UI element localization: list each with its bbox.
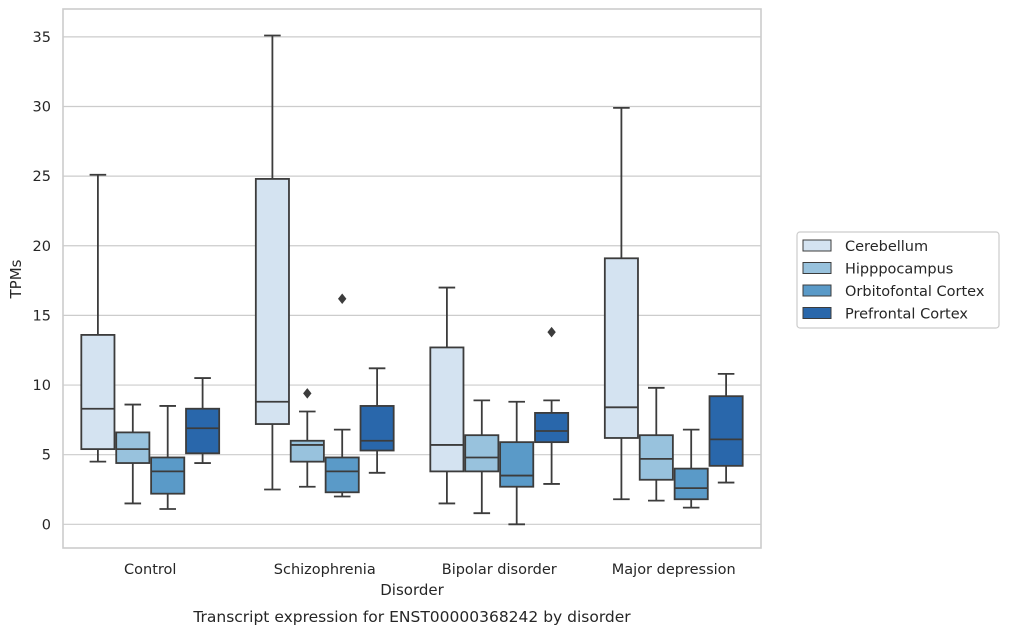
box-0-2 (150, 405, 186, 510)
legend: Cerebellum Hipppocampus Orbitofontal Corte… (796, 231, 1000, 329)
x-tick-label-2: Bipolar disorder (442, 562, 557, 578)
box-0-1 (115, 403, 151, 505)
grid-lines (63, 36, 761, 525)
legend-box (796, 231, 1000, 329)
y-tick-label-5: 5 (42, 448, 51, 464)
legend-item-2: Orbitofontal Cortex (802, 284, 985, 300)
y-tick-label-15: 15 (33, 308, 51, 324)
x-tick-label-1: Schizophrenia (274, 562, 376, 578)
boxes (80, 34, 744, 526)
box-2-3 (534, 326, 570, 485)
box-3-0 (603, 106, 639, 501)
box-body (80, 334, 116, 451)
box-body (289, 439, 325, 463)
box-body (359, 405, 395, 452)
legend-swatch (802, 239, 832, 252)
y-axis: 0 5 10 15 20 25 30 35 (33, 30, 51, 533)
x-tick-label-0: Control (124, 562, 176, 578)
legend-swatch (802, 262, 832, 274)
legend-label: Cerebellum (845, 239, 928, 255)
box-body (115, 431, 151, 464)
y-tick-label-0: 0 (42, 517, 51, 533)
legend-item-1: Hipppocampus (802, 262, 953, 278)
box-3-3 (708, 373, 744, 484)
outlier-0 (303, 388, 312, 399)
x-axis-label: Disorder (380, 581, 444, 599)
legend-label: Orbitofontal Cortex (845, 284, 985, 300)
box-2-2 (499, 400, 535, 526)
box-1-3 (359, 367, 395, 474)
box-body (429, 346, 465, 473)
legend-label: Hipppocampus (845, 262, 953, 278)
box-body (534, 412, 570, 444)
box-body (150, 456, 186, 495)
y-tick-label-35: 35 (33, 30, 51, 46)
outlier-0 (338, 293, 347, 304)
y-axis-label: TPMs (7, 259, 25, 299)
legend-item-0: Cerebellum (802, 239, 928, 255)
legend-swatch (802, 284, 832, 297)
box-1-2 (324, 293, 360, 498)
box-0-3 (185, 377, 221, 464)
y-tick-label-30: 30 (33, 99, 51, 115)
box-body (254, 178, 290, 425)
plot-frame (62, 8, 762, 549)
box-body (603, 257, 639, 439)
box-2-0 (429, 286, 465, 505)
legend-item-3: Prefrontal Cortex (802, 307, 968, 323)
chart-caption: Transcript expression for ENST0000036824… (192, 608, 631, 626)
legend-swatch (802, 307, 832, 319)
box-0-0 (80, 173, 116, 463)
box-body (324, 456, 360, 494)
box-body (499, 441, 535, 488)
box-2-1 (464, 399, 500, 515)
y-tick-label-10: 10 (33, 378, 51, 394)
box-body (638, 434, 674, 481)
y-tick-label-25: 25 (33, 169, 51, 185)
outlier-0 (547, 326, 556, 338)
x-axis: Control Schizophrenia Bipolar disorder Majo… (124, 562, 736, 578)
box-body (673, 467, 709, 501)
legend-label: Prefrontal Cortex (845, 307, 968, 323)
box-body (708, 395, 744, 467)
box-1-1 (289, 388, 325, 488)
box-3-1 (638, 386, 674, 502)
box-1-0 (254, 34, 290, 491)
box-body (464, 434, 500, 473)
box-3-2 (673, 428, 709, 509)
box-body (185, 407, 221, 455)
x-tick-label-3: Major depression (612, 562, 736, 578)
y-tick-label-20: 20 (33, 239, 51, 255)
